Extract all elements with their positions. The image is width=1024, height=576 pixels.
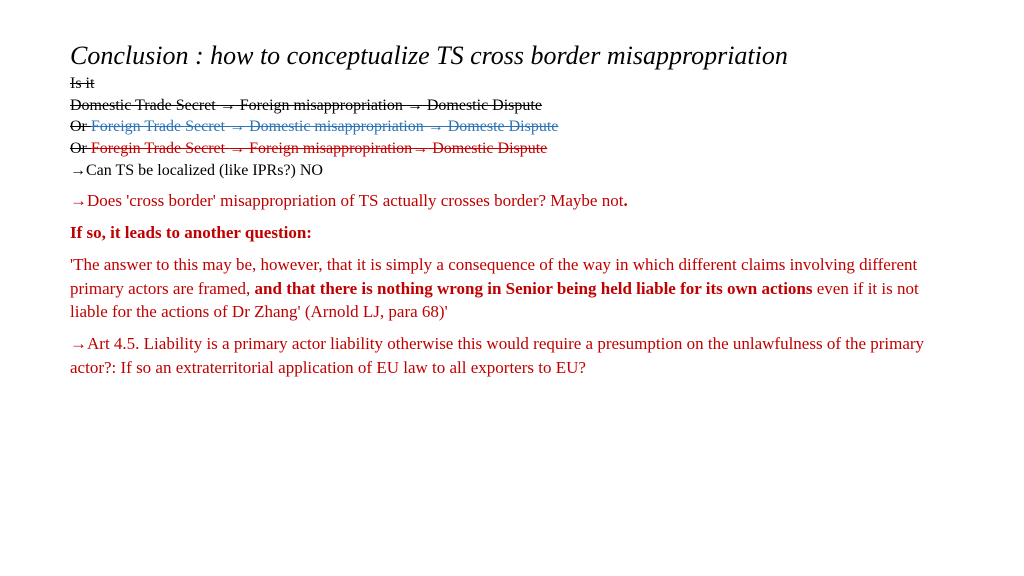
l4-part-c: Foreign misappropiration	[245, 140, 412, 157]
l3-or: Or	[70, 118, 91, 135]
line-9: →Art 4.5. Liability is a primary actor l…	[70, 332, 954, 380]
arrow-icon: →	[229, 140, 245, 157]
l5-text: Can TS be localized (like IPRs?) NO	[86, 162, 323, 179]
arrow-icon: →	[412, 140, 428, 157]
arrow-icon: →	[428, 118, 444, 135]
arrow-icon: →	[70, 162, 86, 179]
l2-part-b: Foreign misappropriation	[236, 97, 407, 114]
l4-part-b: Foregin Trade Secret	[91, 140, 229, 157]
l3-part-b: Foreign Trade Secret	[91, 118, 229, 135]
line-8: 'The answer to this may be, however, tha…	[70, 253, 954, 324]
l6-end: .	[623, 191, 627, 210]
arrow-icon: →	[229, 118, 245, 135]
arrow-icon: →	[70, 191, 87, 210]
line-2: Domestic Trade Secret → Foreign misappro…	[70, 95, 954, 117]
l8-part-b: and that there is nothing wrong in Senio…	[255, 279, 813, 298]
l2-part-a: Domestic Trade Secret	[70, 97, 220, 114]
slide-title: Conclusion : how to conceptualize TS cro…	[70, 40, 954, 71]
l3-part-d: Domeste Dispute	[444, 118, 559, 135]
line-7: If so, it leads to another question:	[70, 221, 954, 245]
l9-text: Art 4.5. Liability is a primary actor li…	[70, 334, 924, 377]
line-4: Or Foregin Trade Secret → Foreign misapp…	[70, 138, 954, 160]
l4-or: Or	[70, 140, 91, 157]
l3-part-c: Domestic misappropriation	[245, 118, 428, 135]
line-3: Or Foreign Trade Secret → Domestic misap…	[70, 116, 954, 138]
l6-text: Does 'cross border' misappropriation of …	[87, 191, 623, 210]
arrow-icon: →	[70, 334, 87, 353]
line-6: →Does 'cross border' misappropriation of…	[70, 189, 954, 213]
l2-part-c: Domestic Dispute	[423, 97, 542, 114]
arrow-icon: →	[220, 97, 236, 114]
line-1: Is it	[70, 73, 954, 95]
l4-part-d: Domestic Dispute	[428, 140, 547, 157]
line-5: →Can TS be localized (like IPRs?) NO	[70, 160, 954, 182]
arrow-icon: →	[407, 97, 423, 114]
